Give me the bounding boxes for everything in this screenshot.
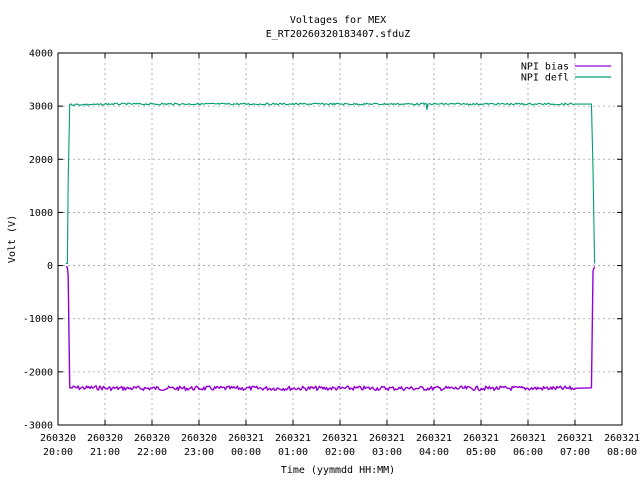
legend-label: NPI defl [521, 73, 569, 84]
x-tick-date: 260321 [322, 433, 358, 444]
x-tick-time: 00:00 [231, 447, 261, 458]
y-axis-ticks: -3000 -2000 -1000 0 1000 2000 3000 4000 [23, 49, 622, 432]
chart-title: Voltages for MEX [290, 15, 386, 26]
x-tick-date: 260320 [134, 433, 170, 444]
x-tick-date: 260321 [510, 433, 546, 444]
plot-frame [57, 52, 623, 426]
legend-label: NPI bias [521, 62, 569, 73]
series-lines [65, 102, 596, 392]
x-tick-time: 04:00 [419, 447, 449, 458]
series-line-npi-bias [65, 265, 596, 392]
x-tick-time: 22:00 [137, 447, 167, 458]
x-tick-date: 260321 [463, 433, 499, 444]
y-tick-label: -2000 [23, 367, 53, 378]
grid-lines [58, 53, 622, 425]
x-tick-time: 06:00 [513, 447, 543, 458]
series-line-npi-defl [65, 102, 596, 264]
y-axis-label: Volt (V) [7, 215, 18, 263]
x-tick-time: 21:00 [90, 447, 120, 458]
x-tick-date: 260320 [87, 433, 123, 444]
x-tick-time: 02:00 [325, 447, 355, 458]
y-tick-label: -1000 [23, 314, 53, 325]
x-tick-date: 260321 [275, 433, 311, 444]
x-axis-ticks: 260320 20:00 260320 21:00 260320 22:00 260320 2… [40, 53, 640, 458]
x-tick-date: 260320 [40, 433, 76, 444]
x-tick-time: 08:00 [607, 447, 637, 458]
x-tick-date: 260320 [181, 433, 217, 444]
y-tick-label: 1000 [29, 208, 53, 219]
x-tick-time: 20:00 [43, 447, 73, 458]
x-tick-date: 260321 [369, 433, 405, 444]
y-tick-label: 2000 [29, 155, 53, 166]
x-tick-date: 260321 [228, 433, 264, 444]
y-tick-label: 3000 [29, 102, 53, 113]
y-tick-label: -3000 [23, 421, 53, 432]
x-tick-time: 05:00 [466, 447, 496, 458]
x-tick-time: 01:00 [278, 447, 308, 458]
x-tick-date: 260321 [604, 433, 640, 444]
chart-subtitle: E_RT20260320183407.sfduZ [266, 29, 411, 40]
x-tick-date: 260321 [416, 433, 452, 444]
x-tick-time: 03:00 [372, 447, 402, 458]
y-tick-label: 0 [47, 261, 53, 272]
x-axis-label: Time (yymmdd HH:MM) [281, 465, 395, 476]
y-tick-label: 4000 [29, 49, 53, 60]
x-tick-date: 260321 [557, 433, 593, 444]
x-tick-time: 07:00 [560, 447, 590, 458]
x-tick-time: 23:00 [184, 447, 214, 458]
